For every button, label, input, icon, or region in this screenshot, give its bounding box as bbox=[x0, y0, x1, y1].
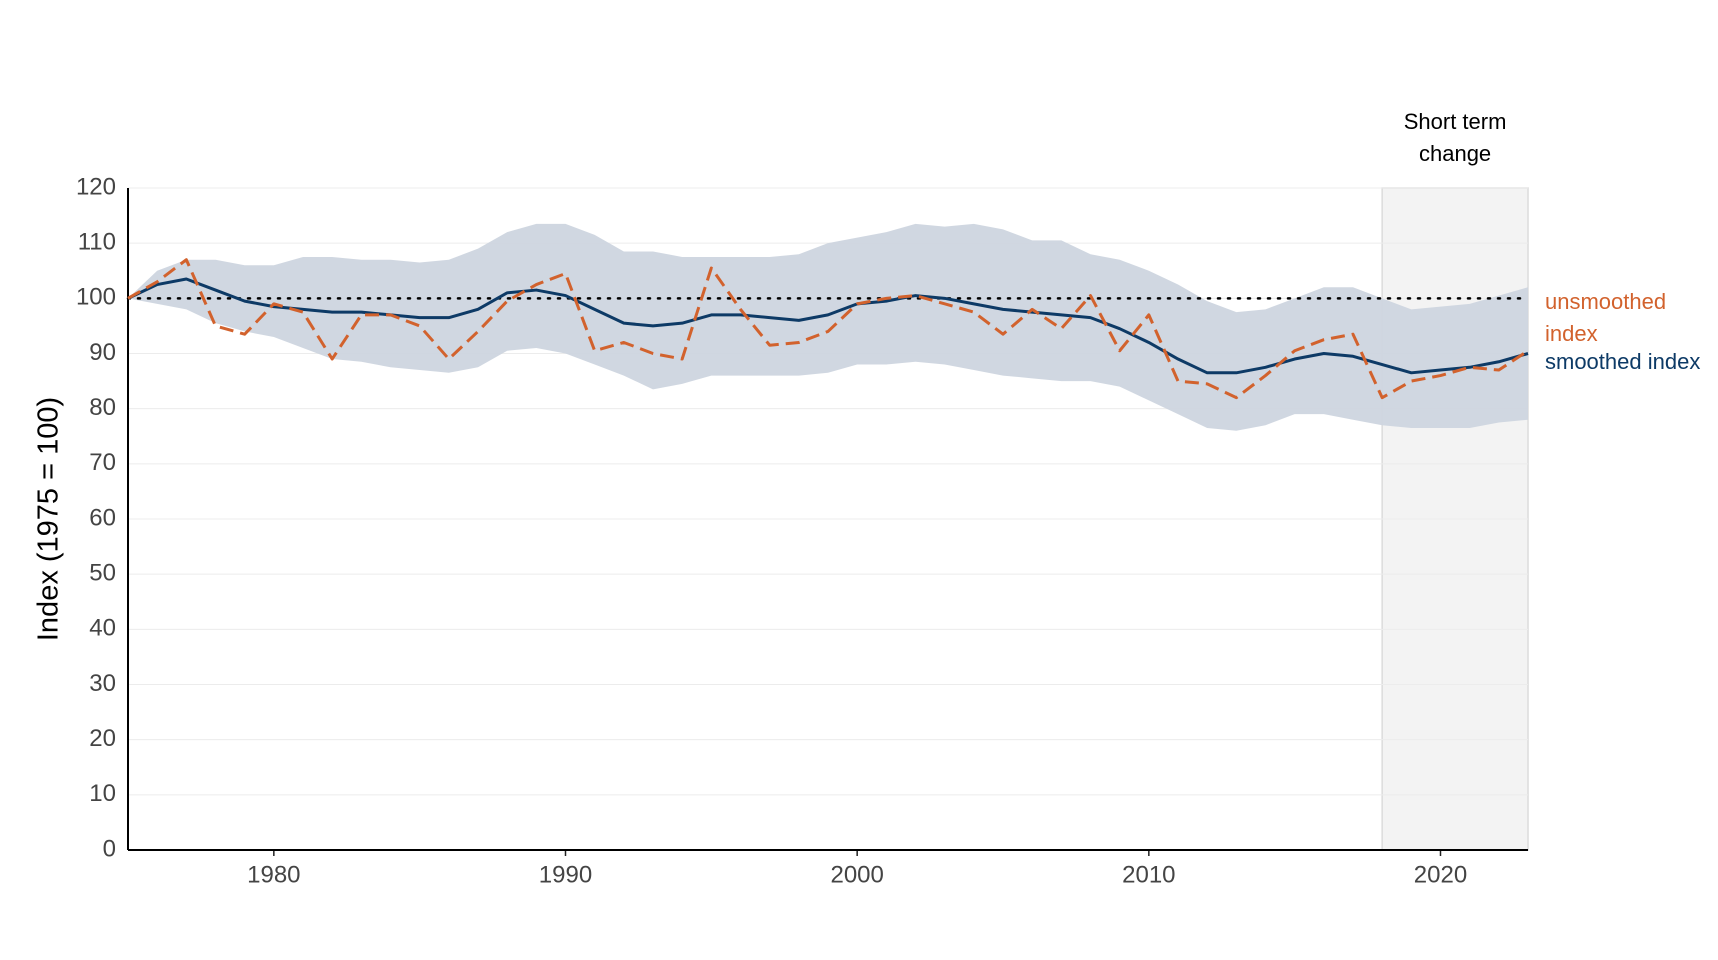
y-axis-label: Index (1975 = 100) bbox=[33, 397, 65, 641]
x-tick-label: 2010 bbox=[1122, 861, 1175, 888]
y-tick-label: 100 bbox=[76, 284, 116, 311]
highlight-label: Short term change bbox=[1403, 109, 1507, 166]
x-tick-label: 1980 bbox=[247, 861, 300, 888]
y-tick-label: 30 bbox=[89, 670, 116, 697]
y-tick-label: 20 bbox=[89, 725, 116, 752]
confidence-band bbox=[128, 223, 1528, 431]
y-tick-label: 70 bbox=[89, 449, 116, 476]
y-tick-label: 60 bbox=[89, 504, 116, 531]
series-label: unsmoothed index bbox=[1545, 289, 1667, 346]
y-tick-label: 120 bbox=[76, 173, 116, 200]
y-tick-label: 90 bbox=[89, 339, 116, 366]
y-tick-label: 110 bbox=[78, 229, 116, 256]
y-tick-label: 10 bbox=[89, 780, 116, 807]
y-tick-label: 0 bbox=[103, 835, 116, 862]
series-line bbox=[127, 258, 1529, 400]
x-tick-label: 2000 bbox=[830, 861, 883, 888]
series-line bbox=[127, 277, 1529, 375]
y-tick-label: 50 bbox=[89, 560, 116, 587]
x-tick-label: 1990 bbox=[539, 861, 592, 888]
y-tick-label: 40 bbox=[89, 615, 116, 642]
x-tick-label: 2020 bbox=[1414, 861, 1467, 888]
y-tick-label: 80 bbox=[89, 394, 116, 421]
series-label: smoothed index bbox=[1545, 349, 1701, 374]
